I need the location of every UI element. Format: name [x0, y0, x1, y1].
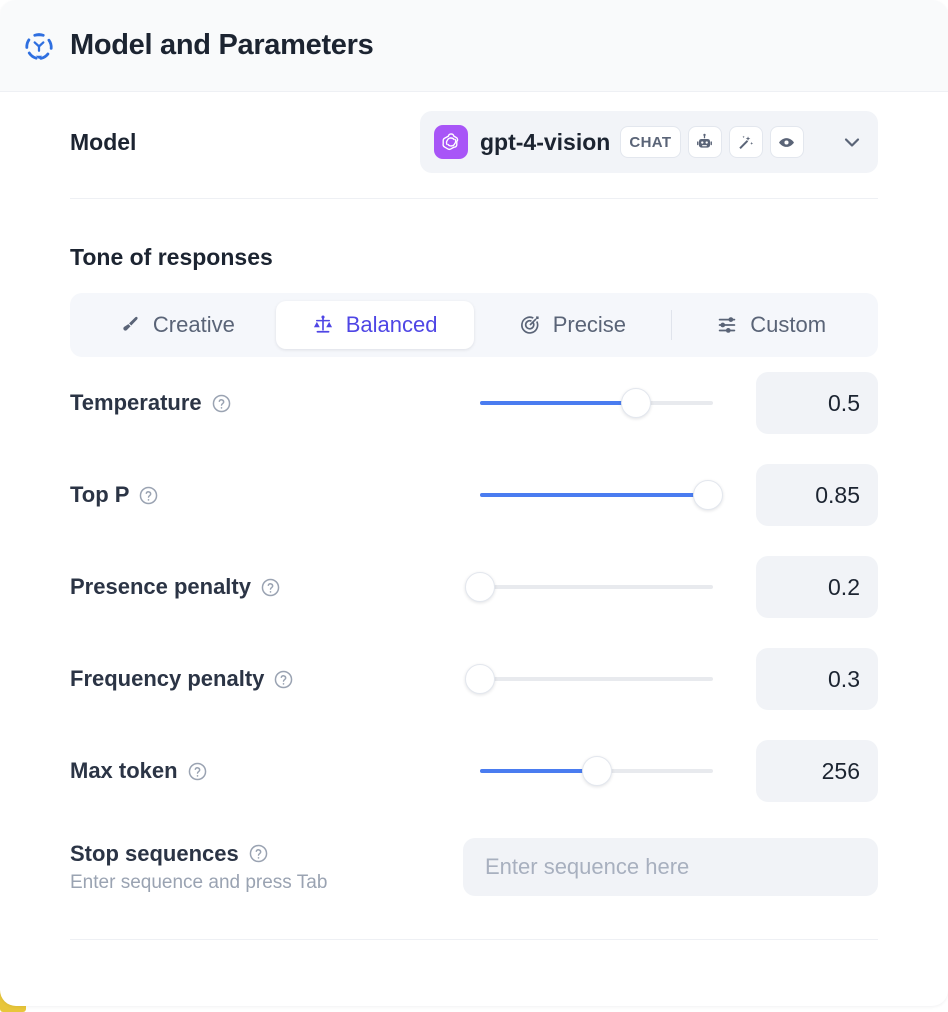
model-tag-magic[interactable] — [728, 126, 763, 158]
param-label-temperature: Temperature — [70, 390, 202, 415]
page-title: Model and Parameters — [70, 29, 374, 61]
help-circle-icon[interactable] — [211, 393, 232, 414]
help-circle-icon[interactable] — [248, 843, 269, 864]
tone-option-precise[interactable]: Precise — [474, 301, 672, 349]
parameters-list: Temperature 0.5 T — [70, 357, 878, 817]
slider-thumb[interactable] — [465, 664, 495, 694]
param-value-max-token-text: 256 — [821, 757, 860, 784]
model-select[interactable]: gpt-4-vision CHAT — [420, 111, 878, 173]
tone-divider — [671, 310, 673, 340]
slider-fill — [480, 401, 637, 405]
header-divider — [70, 198, 878, 199]
param-row-presence-penalty: Presence penalty 0.2 — [70, 541, 878, 633]
magic-wand-icon — [739, 135, 754, 149]
param-label-presence-penalty: Presence penalty — [70, 574, 251, 599]
stop-sequences-label: Stop sequences — [70, 840, 239, 866]
tone-option-creative[interactable]: Creative — [78, 301, 276, 349]
slider-fill — [480, 493, 709, 497]
tone-option-creative-label: Creative — [152, 312, 235, 337]
stop-sequences-hint: Enter sequence and press Tab — [70, 871, 328, 893]
tone-option-custom-label: Custom — [750, 312, 827, 337]
panel-header: Model and Parameters — [0, 0, 948, 92]
param-value-top-p-text: 0.85 — [815, 481, 860, 508]
slider-max-token[interactable] — [480, 756, 713, 786]
help-circle-icon[interactable] — [260, 577, 281, 598]
model-tag-robot[interactable] — [687, 126, 722, 158]
model-tag-chat[interactable]: CHAT — [620, 126, 681, 158]
param-label-frequency-penalty: Frequency penalty — [70, 666, 265, 691]
tone-section-title: Tone of responses — [70, 244, 273, 270]
slider-thumb[interactable] — [621, 388, 652, 418]
model-label: Model — [70, 128, 137, 155]
param-row-frequency-penalty: Frequency penalty 0.3 — [70, 633, 878, 725]
openai-logo-icon — [434, 125, 468, 159]
tone-option-precise-label: Precise — [552, 312, 627, 337]
slider-fill — [480, 769, 597, 773]
param-label-top-p: Top P — [70, 482, 130, 507]
brush-icon — [123, 316, 138, 331]
param-row-max-token: Max token 256 — [70, 725, 878, 817]
stop-sequences-input[interactable] — [463, 838, 878, 896]
target-icon — [520, 316, 539, 334]
help-circle-icon[interactable] — [273, 669, 294, 690]
slider-thumb[interactable] — [693, 480, 724, 510]
param-label-max-token: Max token — [70, 758, 178, 783]
param-value-temperature[interactable]: 0.5 — [756, 372, 878, 434]
model-hub-icon — [25, 32, 53, 60]
param-value-max-token[interactable]: 256 — [756, 740, 878, 802]
tone-option-custom[interactable]: Custom — [672, 301, 870, 349]
param-value-top-p[interactable]: 0.85 — [756, 464, 878, 526]
eye-icon — [779, 137, 794, 147]
param-value-temperature-text: 0.5 — [828, 389, 860, 416]
model-row: Model gpt-4-vision CHAT — [70, 92, 878, 192]
model-tag-chat-label: CHAT — [629, 133, 672, 151]
model-name: gpt-4-vision — [480, 128, 611, 155]
slider-thumb[interactable] — [465, 572, 495, 602]
robot-icon — [697, 133, 712, 148]
help-circle-icon[interactable] — [187, 761, 208, 782]
sliders-icon — [718, 317, 736, 333]
chevron-down-icon[interactable] — [840, 130, 864, 154]
tone-option-balanced[interactable]: Balanced — [275, 301, 474, 349]
help-circle-icon[interactable] — [138, 485, 159, 506]
model-tag-vision[interactable] — [769, 126, 804, 158]
param-value-frequency-penalty[interactable]: 0.3 — [756, 648, 878, 710]
bottom-divider — [70, 939, 878, 940]
slider-presence-penalty[interactable] — [465, 572, 713, 602]
slider-temperature[interactable] — [480, 388, 713, 418]
tone-option-balanced-label: Balanced — [345, 312, 438, 337]
slider-track — [480, 677, 713, 681]
param-value-frequency-penalty-text: 0.3 — [828, 665, 860, 692]
param-value-presence-penalty[interactable]: 0.2 — [756, 556, 878, 618]
slider-track — [480, 585, 713, 589]
tone-segmented-control: Creative Balanced — [70, 293, 878, 357]
scales-icon — [313, 315, 332, 333]
slider-frequency-penalty[interactable] — [465, 664, 713, 694]
slider-thumb[interactable] — [581, 756, 612, 786]
stop-sequences-row: Stop sequences Enter sequence and press … — [70, 817, 878, 917]
param-row-temperature: Temperature 0.5 — [70, 357, 878, 449]
slider-top-p[interactable] — [480, 480, 724, 510]
param-value-presence-penalty-text: 0.2 — [828, 573, 860, 600]
param-row-top-p: Top P 0.85 — [70, 449, 878, 541]
